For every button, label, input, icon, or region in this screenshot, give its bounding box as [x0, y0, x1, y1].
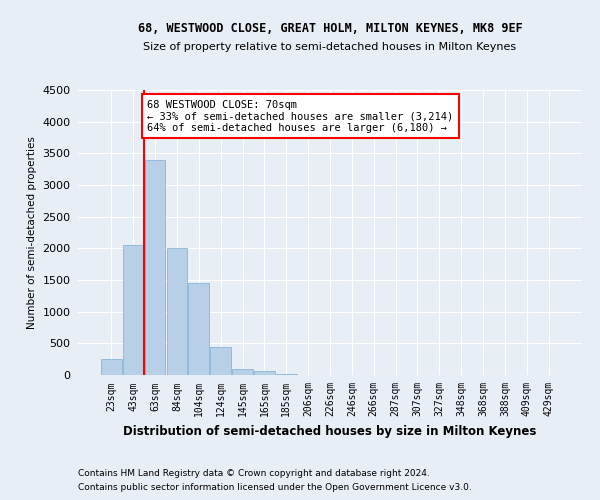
- Bar: [188, 283, 209, 375]
- Text: 68 WESTWOOD CLOSE: 70sqm
← 33% of semi-detached houses are smaller (3,214)
64% o: 68 WESTWOOD CLOSE: 70sqm ← 33% of semi-d…: [148, 100, 454, 132]
- Y-axis label: Number of semi-detached properties: Number of semi-detached properties: [26, 136, 37, 329]
- Bar: [232, 368, 253, 375]
- Text: Contains HM Land Registry data © Crown copyright and database right 2024.: Contains HM Land Registry data © Crown c…: [78, 468, 430, 477]
- Bar: [276, 374, 296, 375]
- Text: 68, WESTWOOD CLOSE, GREAT HOLM, MILTON KEYNES, MK8 9EF: 68, WESTWOOD CLOSE, GREAT HOLM, MILTON K…: [137, 22, 523, 36]
- Bar: [145, 160, 166, 375]
- Bar: [210, 346, 231, 375]
- Text: Size of property relative to semi-detached houses in Milton Keynes: Size of property relative to semi-detach…: [143, 42, 517, 52]
- Bar: [254, 371, 275, 375]
- Bar: [101, 359, 122, 375]
- Bar: [123, 245, 143, 375]
- X-axis label: Distribution of semi-detached houses by size in Milton Keynes: Distribution of semi-detached houses by …: [124, 425, 536, 438]
- Bar: [167, 248, 187, 375]
- Text: Contains public sector information licensed under the Open Government Licence v3: Contains public sector information licen…: [78, 484, 472, 492]
